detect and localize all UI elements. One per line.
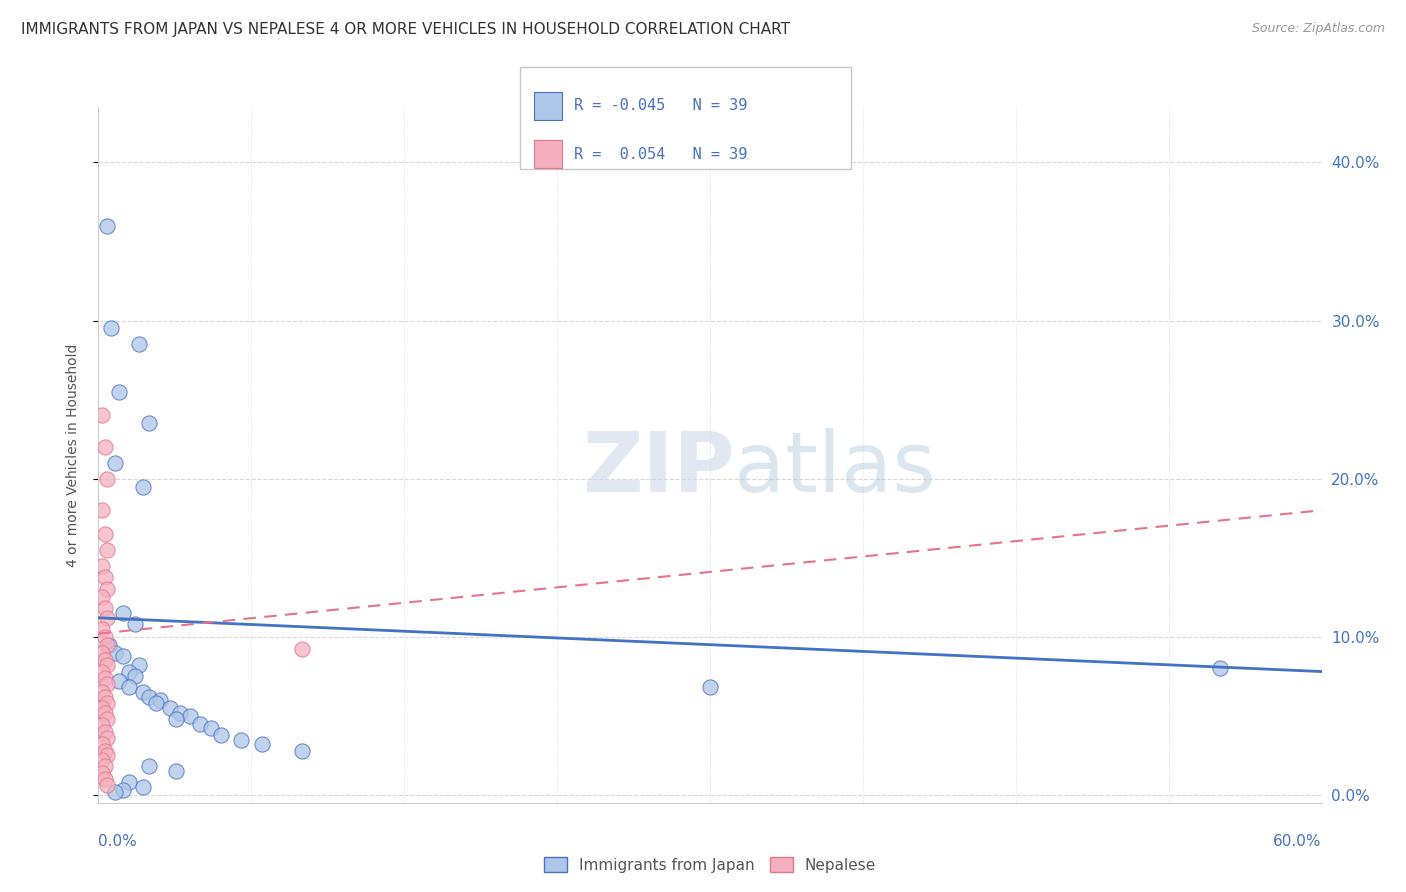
Point [96,731,118,745]
Point [100,321,122,335]
Point [93,653,115,667]
Point [138,759,160,773]
Point [91,718,114,732]
Point [96,582,118,597]
Point [118,681,141,695]
Point [93,690,115,704]
Point [104,785,127,799]
Point [111,606,134,620]
Point [91,622,114,636]
Text: IMMIGRANTS FROM JAPAN VS NEPALESE 4 OR MORE VEHICLES IN HOUSEHOLD CORRELATION CH: IMMIGRANTS FROM JAPAN VS NEPALESE 4 OR M… [21,22,790,37]
Legend: Immigrants from Japan, Nepalese: Immigrants from Japan, Nepalese [537,850,883,879]
Text: 60.0%: 60.0% [1274,834,1322,849]
Point [138,690,160,704]
Point [291,642,314,657]
Point [145,696,167,710]
Point [159,701,181,715]
Point [91,646,114,660]
Point [132,780,155,794]
Point [96,696,118,710]
Point [96,611,118,625]
Point [108,384,131,399]
Point [96,219,118,233]
Point [93,759,115,773]
Point [111,648,134,663]
Point [128,658,150,673]
Point [149,693,172,707]
Point [91,503,114,517]
Point [1209,661,1232,675]
Point [124,669,146,683]
Point [104,646,127,660]
Point [93,671,115,685]
Point [118,775,141,789]
Point [699,681,721,695]
Point [165,712,187,726]
Point [96,472,118,486]
Point [93,601,115,615]
Point [91,665,114,679]
Point [118,665,141,679]
Point [91,558,114,573]
Text: ZIP: ZIP [582,428,734,509]
Point [111,783,134,797]
Point [91,737,114,751]
Point [96,712,118,726]
Text: 0.0%: 0.0% [98,834,138,849]
Point [108,674,131,689]
Point [138,417,160,431]
Point [188,716,212,731]
Point [169,706,191,720]
Point [93,569,115,583]
Point [96,638,118,652]
Point [97,638,120,652]
Point [96,778,118,792]
Point [165,764,187,779]
Point [124,617,146,632]
Point [132,479,155,493]
Point [96,748,118,763]
Point [96,677,118,691]
Point [91,765,114,780]
Point [93,440,115,454]
Point [250,737,273,751]
Text: R =  0.054   N = 39: R = 0.054 N = 39 [574,146,747,161]
Point [128,337,150,351]
Point [96,542,118,557]
Point [91,409,114,423]
Point [91,685,114,699]
Point [231,732,253,747]
Point [179,708,201,723]
Point [91,701,114,715]
Point [91,591,114,605]
Point [96,658,118,673]
Point [291,744,314,758]
Text: atlas: atlas [734,428,936,509]
Point [200,722,222,736]
Text: R = -0.045   N = 39: R = -0.045 N = 39 [574,98,747,113]
Y-axis label: 4 or more Vehicles in Household: 4 or more Vehicles in Household [66,343,80,566]
Point [209,728,232,742]
Point [91,753,114,767]
Point [93,706,115,720]
Point [132,685,155,699]
Point [104,456,127,470]
Point [93,527,115,541]
Text: Source: ZipAtlas.com: Source: ZipAtlas.com [1251,22,1385,36]
Point [93,772,115,786]
Point [93,630,115,644]
Point [93,724,115,739]
Point [93,744,115,758]
